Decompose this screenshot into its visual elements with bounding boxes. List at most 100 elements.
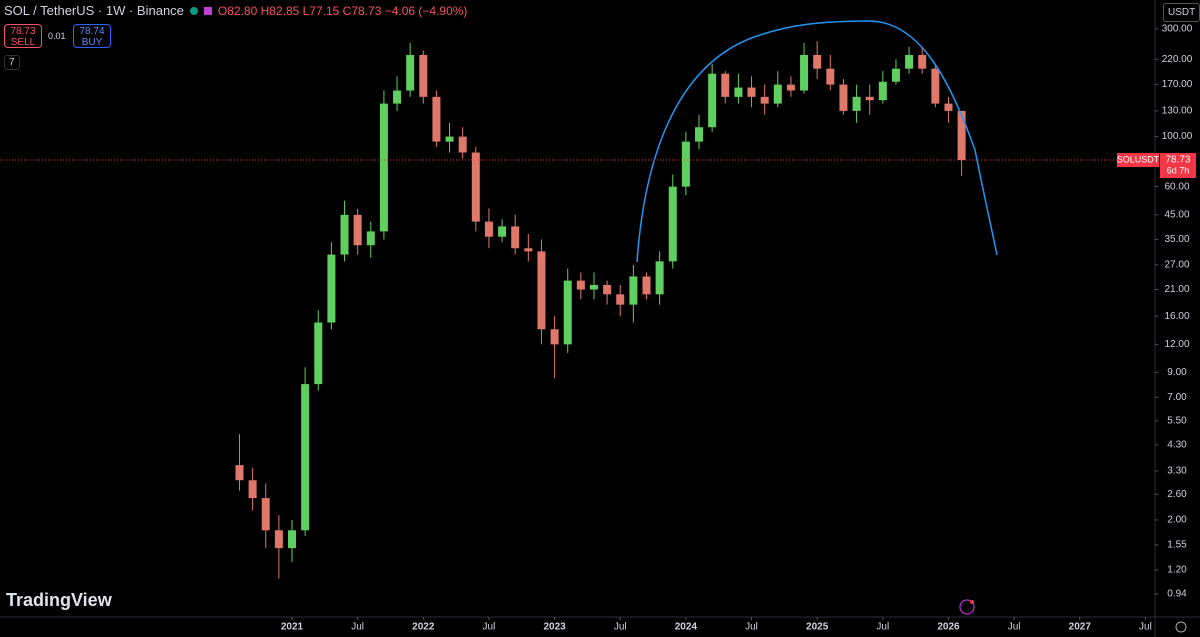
y-tick-label: 16.00 <box>1164 311 1189 322</box>
y-tick-label: 27.00 <box>1164 260 1189 271</box>
x-tick-label: Jul <box>745 622 758 633</box>
candle-body <box>419 54 428 97</box>
y-tick-label: 45.00 <box>1164 209 1189 220</box>
y-tick-label: 130.00 <box>1162 106 1193 117</box>
y-tick-label: 7.00 <box>1167 392 1187 403</box>
y-tick-label: 60.00 <box>1164 181 1189 192</box>
y-tick-label: 12.00 <box>1164 339 1189 350</box>
countdown: 6d 7h <box>1167 165 1190 175</box>
candle-body <box>800 54 809 91</box>
y-tick-label: 170.00 <box>1162 79 1193 90</box>
sell-button[interactable]: 78.73 SELL <box>4 24 42 48</box>
candle-body <box>484 221 493 237</box>
arc-drawing <box>636 20 998 263</box>
candle-body <box>616 294 625 305</box>
candle-body <box>826 68 835 85</box>
ohlc: O82.80 H82.85 L77.15 C78.73 −4.06 (−4.90… <box>217 3 468 18</box>
y-tick-label: 1.55 <box>1167 540 1187 551</box>
indicators-toggle[interactable]: 7 <box>4 55 20 70</box>
candle-body <box>839 84 848 111</box>
candle-body <box>629 276 638 305</box>
candle-body <box>747 87 756 97</box>
candle-body <box>511 226 520 249</box>
settings-icon[interactable] <box>1175 621 1187 633</box>
symbol[interactable]: SOL / TetherUS · 1W · Binance <box>4 3 184 18</box>
x-tick-label: Jul <box>351 622 364 633</box>
candle-body <box>721 73 730 97</box>
candle-body <box>931 68 940 104</box>
candle-body <box>944 103 953 111</box>
status-dot <box>189 6 198 15</box>
candle-body <box>642 276 651 295</box>
candle-body <box>314 322 323 385</box>
x-tick-label: 2027 <box>1069 622 1092 633</box>
sell-price: 78.73 <box>10 26 36 37</box>
candle-body <box>287 530 296 549</box>
candle-body <box>589 284 598 290</box>
candle-body <box>379 103 388 232</box>
y-tick-label: 2.00 <box>1167 515 1187 526</box>
candle-body <box>576 280 585 290</box>
x-tick-label: Jul <box>614 622 627 633</box>
buy-price: 78.74 <box>79 26 105 37</box>
y-tick-label: 3.30 <box>1167 466 1187 477</box>
candle-body <box>786 84 795 91</box>
candle-body <box>274 530 283 549</box>
candle-body <box>340 214 349 255</box>
x-tick-label: 2023 <box>543 622 566 633</box>
candle-body <box>905 54 914 69</box>
y-tick-label: 5.50 <box>1167 415 1187 426</box>
candle-body <box>327 254 336 323</box>
x-tick-label: Jul <box>1139 622 1152 633</box>
symbol-tag-label: SOLUSDT <box>1117 154 1160 164</box>
candle-body <box>445 136 454 142</box>
currency-button[interactable]: USDT <box>1163 3 1200 22</box>
y-tick-label: 1.20 <box>1167 565 1187 576</box>
candle-body <box>668 186 677 262</box>
y-tick-label: 35.00 <box>1164 234 1189 245</box>
x-tick-label: Jul <box>483 622 496 633</box>
candle-body <box>458 136 467 153</box>
x-tick-label: 2024 <box>675 622 698 633</box>
candle-body <box>366 231 375 246</box>
candle-body <box>681 141 690 187</box>
x-tick-label: 2025 <box>806 622 829 633</box>
candle-body <box>957 110 966 161</box>
candle-body <box>301 384 310 531</box>
x-tick-label: 2022 <box>412 622 435 633</box>
candle-body <box>878 81 887 101</box>
candle-body <box>261 498 270 531</box>
y-tick-label: 300.00 <box>1162 24 1193 35</box>
symbol-tag <box>1117 153 1159 168</box>
candle-body <box>563 280 572 345</box>
logo: TradingView <box>6 590 112 610</box>
candle-body <box>235 465 244 481</box>
sell-label: SELL <box>10 37 36 48</box>
x-tick-label: Jul <box>1008 622 1021 633</box>
candle-body <box>498 226 507 237</box>
price-tag-label: 78.73 <box>1165 155 1190 166</box>
x-tick-label: Jul <box>876 622 889 633</box>
candle-body <box>760 96 769 104</box>
candle-body <box>550 329 559 345</box>
spread: 0.01 <box>48 31 66 41</box>
candle-body <box>432 96 441 142</box>
candle-body <box>865 96 874 101</box>
y-tick-label: 100.00 <box>1162 131 1193 142</box>
candle-body <box>773 84 782 104</box>
candle-body <box>524 248 533 252</box>
plot-area <box>235 41 966 579</box>
y-tick-label: 4.30 <box>1167 440 1187 451</box>
candle-body <box>248 480 257 499</box>
y-tick-label: 220.00 <box>1162 54 1193 65</box>
flag <box>203 6 212 15</box>
alert-icon[interactable] <box>959 599 975 615</box>
candle-body <box>852 96 861 111</box>
x-tick-label: 2026 <box>937 622 960 633</box>
candle-body <box>393 90 402 104</box>
candle-body <box>471 152 480 222</box>
buy-button[interactable]: 78.74 BUY <box>73 24 111 48</box>
candle-body <box>537 251 546 330</box>
price-tag <box>1160 153 1196 179</box>
